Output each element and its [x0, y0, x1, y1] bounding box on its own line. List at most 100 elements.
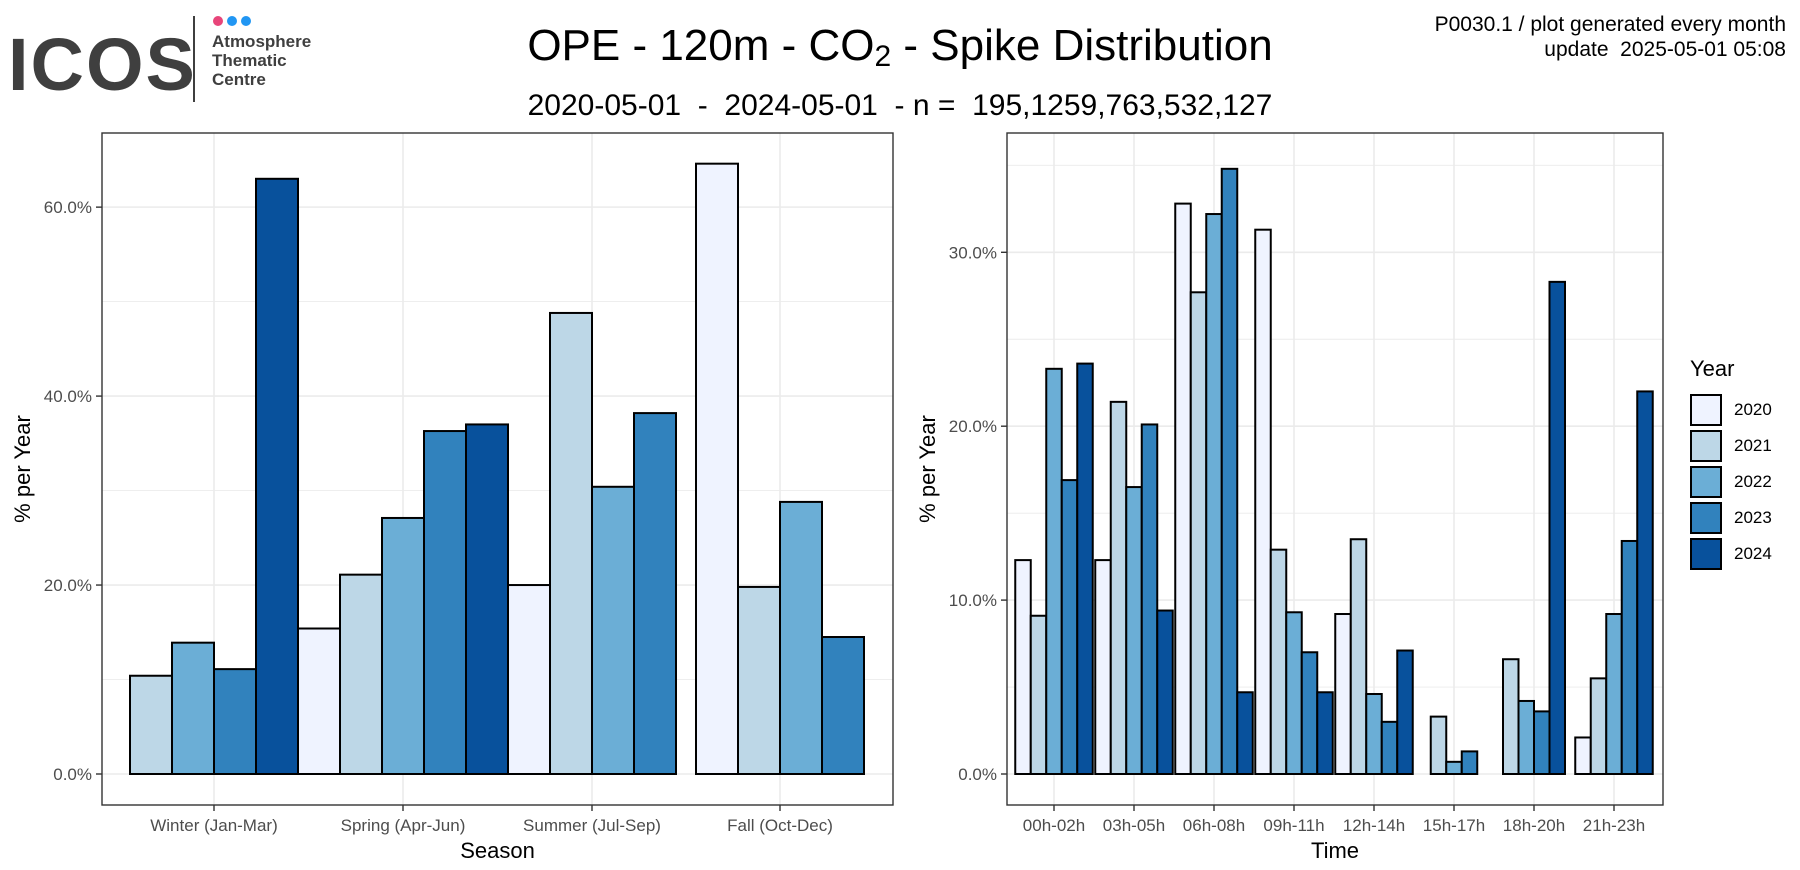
- bar-2021: [129, 674, 173, 775]
- bar-2021: [1502, 658, 1520, 776]
- x-tick-label: Summer (Jul-Sep): [523, 816, 661, 835]
- bar-2024: [255, 177, 299, 776]
- legend-swatch: [1690, 502, 1722, 534]
- bar-2021: [737, 585, 781, 775]
- y-tick-label: 40.0%: [44, 387, 92, 406]
- plot-meta-line-2: update 2025-05-01 05:08: [1544, 38, 1786, 61]
- y-tick-label: 20.0%: [949, 417, 997, 436]
- bar-2024: [1076, 362, 1094, 775]
- x-tick-label: Winter (Jan-Mar): [150, 816, 278, 835]
- bar-2023: [633, 412, 677, 775]
- legend-label: 2024: [1734, 544, 1772, 563]
- bar-2021: [1109, 400, 1128, 775]
- plot-meta-line-1: P0030.1 / plot generated every month: [1434, 13, 1786, 36]
- legend-item: 2024: [1690, 536, 1790, 572]
- legend-swatch: [1690, 538, 1722, 570]
- legend-swatch: [1690, 394, 1722, 426]
- bar-2022: [1205, 213, 1223, 776]
- chart-title-subscript: 2: [874, 40, 892, 73]
- legend-label: 2022: [1734, 472, 1772, 491]
- bar-2021: [549, 311, 593, 775]
- legend-item: 2023: [1690, 500, 1790, 536]
- y-tick-label: 0.0%: [958, 765, 997, 784]
- legend-item: 2022: [1690, 464, 1790, 500]
- bar-2022: [1605, 613, 1623, 775]
- bar-2023: [1300, 651, 1319, 775]
- y-tick-label: 10.0%: [949, 591, 997, 610]
- x-tick-label: 06h-08h: [1183, 816, 1245, 835]
- bar-2021: [1349, 538, 1368, 775]
- chart-subtitle: 2020-05-01 - 2024-05-01 - n = 195,1259,7…: [0, 86, 1800, 126]
- bar-2022: [1285, 611, 1303, 775]
- legend-label: 2023: [1734, 508, 1772, 527]
- legend-label: 2020: [1734, 400, 1772, 419]
- chart-title-tail: - Spike Distribution: [891, 21, 1273, 70]
- x-axis-title: Time: [1311, 838, 1359, 863]
- bar-2020: [507, 584, 551, 776]
- y-tick-label: 60.0%: [44, 198, 92, 217]
- logo-dot: [213, 16, 223, 26]
- x-tick-label: 18h-20h: [1503, 816, 1565, 835]
- logo-wordmark: ICOS: [8, 23, 197, 106]
- logo-line-2: Thematic: [212, 51, 287, 70]
- bar-2023: [1380, 720, 1399, 775]
- bar-2024: [1636, 390, 1654, 775]
- bar-2020: [1334, 613, 1352, 775]
- y-axis-title: % per Year: [10, 415, 35, 523]
- bar-2023: [1533, 710, 1551, 776]
- y-tick-label: 30.0%: [949, 243, 997, 262]
- x-tick-label: 09h-11h: [1263, 816, 1324, 835]
- bar-2022: [1517, 699, 1535, 776]
- panel-border: [101, 132, 894, 806]
- bar-2024: [1396, 649, 1414, 775]
- bar-2020: [1094, 559, 1112, 775]
- chart-title-main: OPE - 120m - CO: [527, 21, 875, 70]
- bar-2024: [1316, 691, 1334, 775]
- bar-2020: [1014, 559, 1032, 775]
- y-tick-label: 0.0%: [53, 765, 92, 784]
- bar-2022: [1045, 367, 1063, 775]
- legend: Year 2020 2021 2022 2023 2024: [1690, 356, 1790, 572]
- legend-swatch: [1690, 466, 1722, 498]
- bar-2023: [423, 430, 467, 775]
- bar-2023: [1140, 423, 1159, 775]
- x-tick-label: 15h-17h: [1423, 816, 1485, 835]
- bar-2023: [1060, 479, 1079, 775]
- bar-2020: [1574, 736, 1592, 776]
- x-tick-label: 00h-02h: [1023, 816, 1085, 835]
- legend-item: 2021: [1690, 428, 1790, 464]
- x-axis-title: Season: [460, 838, 535, 863]
- bar-2022: [1445, 760, 1463, 775]
- legend-swatch: [1690, 430, 1722, 462]
- bar-2021: [1589, 677, 1608, 775]
- bar-2023: [213, 668, 257, 775]
- y-tick-label: 20.0%: [44, 576, 92, 595]
- logo-dot: [227, 16, 237, 26]
- bar-2021: [339, 573, 383, 775]
- bar-2022: [591, 485, 635, 775]
- bar-2020: [297, 627, 341, 775]
- bar-2024: [1156, 609, 1174, 775]
- x-tick-label: 12h-14h: [1343, 816, 1405, 835]
- logo-line-1: Atmosphere: [212, 32, 311, 51]
- bar-2023: [1220, 167, 1239, 776]
- bar-2022: [1365, 693, 1383, 775]
- legend-items: 2020 2021 2022 2023 2024: [1690, 392, 1790, 572]
- bar-2020: [1174, 202, 1192, 776]
- x-tick-label: Fall (Oct-Dec): [727, 816, 833, 835]
- bar-2022: [171, 641, 215, 776]
- x-tick-label: 03h-05h: [1103, 816, 1165, 835]
- bar-2022: [1125, 486, 1143, 775]
- bar-2024: [1236, 691, 1254, 775]
- chart-title: OPE - 120m - CO2 - Spike Distribution: [0, 18, 1800, 85]
- logo-dot: [241, 16, 251, 26]
- bar-2020: [695, 162, 739, 775]
- bar-2024: [1548, 280, 1566, 775]
- bar-2020: [1254, 228, 1272, 775]
- bar-2021: [1029, 614, 1048, 775]
- bar-2023: [1620, 539, 1639, 775]
- x-tick-label: 21h-23h: [1583, 816, 1645, 835]
- legend-item: 2020: [1690, 392, 1790, 428]
- plot-meta: P0030.1 / plot generated every month upd…: [1435, 12, 1786, 62]
